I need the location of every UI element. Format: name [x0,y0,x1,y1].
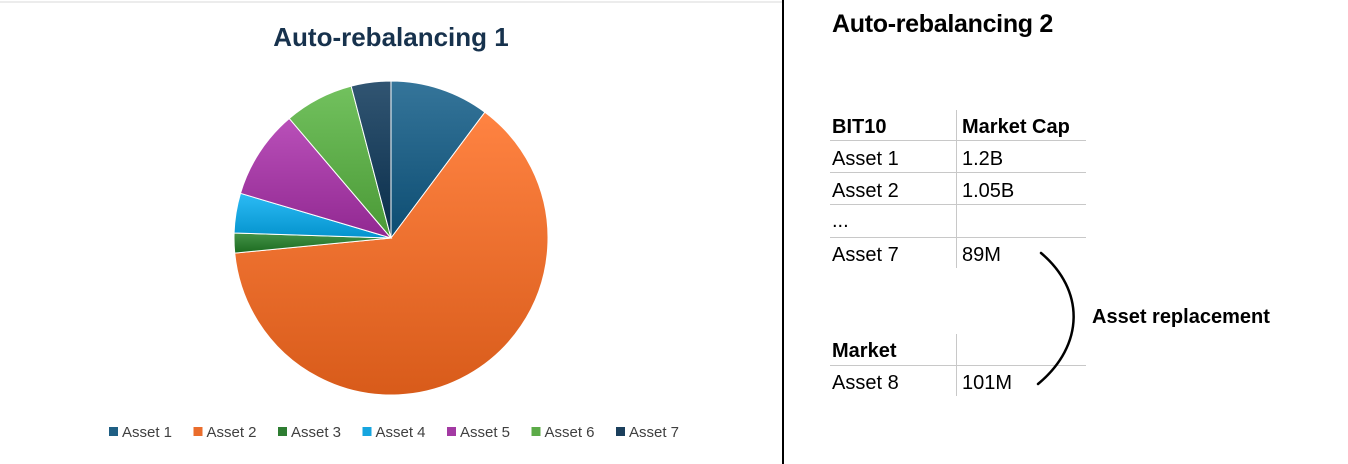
legend-label: Asset 5 [460,424,510,441]
legend-swatch [616,427,625,436]
pie-slice-asset-2 [234,111,549,396]
legend-swatch [531,427,541,436]
table-cell-cap: 89M [962,244,1001,266]
table-row-divider [830,172,1086,173]
legend-swatch [278,427,287,436]
legend-swatch [193,427,203,436]
legend-label: Asset 7 [629,424,679,441]
legend-label: Asset 6 [545,424,595,441]
market-cell-cap: 101M [962,372,1013,394]
legend-label: Asset 2 [207,424,257,441]
legend-swatch [109,427,118,436]
legend-label: Asset 1 [122,424,172,441]
table-cell-asset: Asset 7 [832,244,899,266]
table-cell-asset: ... [832,210,849,232]
table-cell-asset: Asset 1 [832,148,899,170]
chart-legend: Asset 1 Asset 2 Asset 3 Asset 4 Asset 5 Asset… [109,424,679,441]
table-row-divider [830,237,1086,238]
legend-swatch [447,427,456,436]
right-title: Auto-rebalancing 2 [832,10,1054,38]
pie-chart: Auto-rebalancing 1 Asset 1 Asset 2 Asset 3… [0,1,782,441]
legend-label: Asset 3 [291,424,341,441]
table-cell-asset: Asset 2 [832,180,899,202]
table-cell-cap: 1.05B [962,180,1015,202]
market-header: Market [832,340,897,362]
pie-slice-asset-5 [239,117,393,239]
chart-title: Auto-rebalancing 1 [273,22,508,52]
table-row-divider [830,204,1086,205]
table-row-divider [830,140,1086,141]
table-header-market-cap: Market Cap [962,116,1070,138]
panel-divider [782,0,784,464]
table-header-bit10: BIT10 [832,116,887,138]
pie-slice-asset-1 [390,80,486,240]
legend-swatch [362,427,372,436]
pie-slice-asset-7 [350,80,392,239]
table-column-divider [956,110,957,268]
table-cell-cap: 1.2B [962,148,1004,170]
market-row-divider [830,365,1086,366]
legend-label: Asset 4 [376,424,426,441]
pie-slices [233,80,549,396]
market-cell-asset: Asset 8 [832,372,899,394]
annotation-asset-replacement: Asset replacement [1092,306,1270,328]
